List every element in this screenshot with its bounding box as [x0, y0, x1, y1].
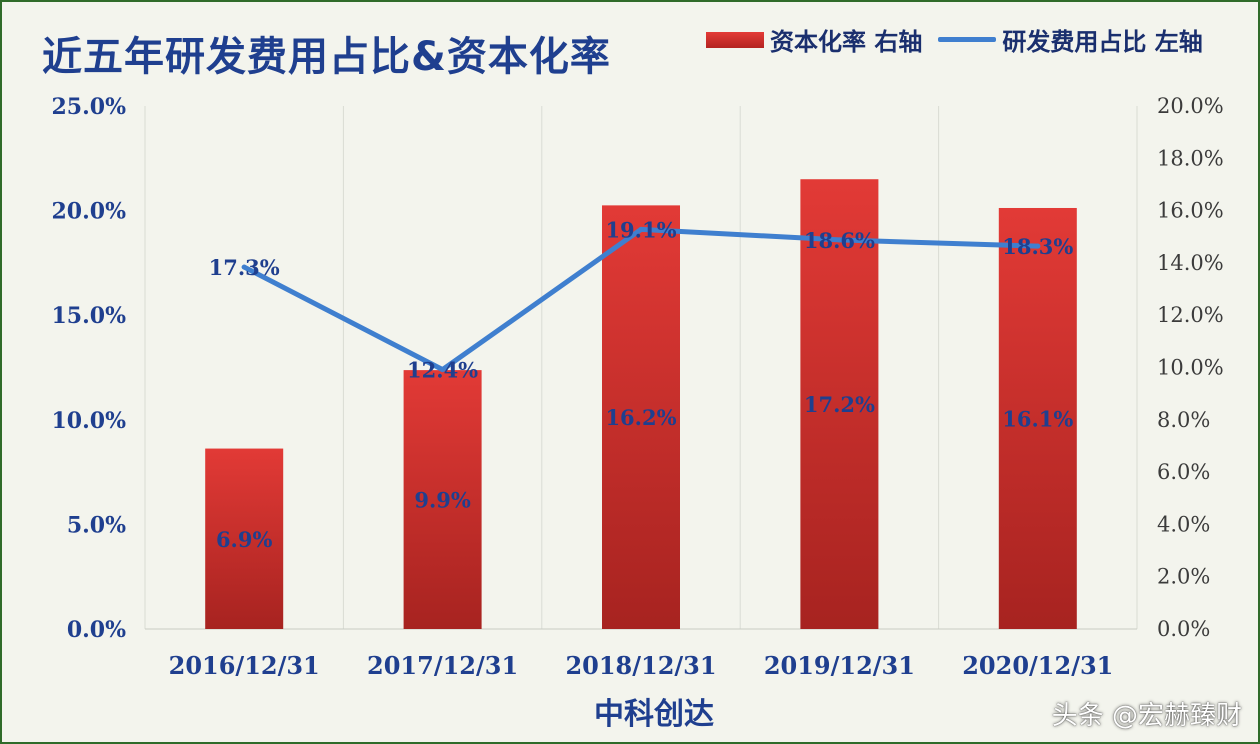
legend-label-line: 研发费用占比 左轴 — [1002, 28, 1203, 56]
x-axis-tick: 2020/12/31 — [962, 651, 1113, 680]
x-axis-tick: 2019/12/31 — [764, 651, 915, 680]
watermark: 头条 @宏赫臻财 — [1051, 701, 1242, 731]
bar-data-label: 16.2% — [605, 405, 676, 430]
right-axis-tick: 8.0% — [1157, 408, 1210, 432]
line-data-label: 17.3% — [209, 255, 280, 280]
left-axis-tick: 5.0% — [67, 512, 126, 538]
right-axis-tick: 0.0% — [1157, 617, 1210, 641]
line-data-label: 18.3% — [1002, 234, 1073, 259]
x-axis-tick: 2016/12/31 — [169, 651, 320, 680]
line-point-2016/12/31 — [241, 264, 247, 270]
legend-swatch-line — [938, 37, 997, 42]
bar-data-label: 17.2% — [804, 392, 875, 417]
right-axis-tick: 6.0% — [1157, 460, 1210, 484]
left-axis-tick: 0.0% — [67, 617, 126, 643]
right-axis-tick: 12.0% — [1157, 303, 1224, 327]
line-point-2017/12/31 — [440, 367, 446, 373]
left-axis-tick: 25.0% — [52, 94, 127, 120]
left-axis-tick: 15.0% — [52, 303, 127, 329]
right-axis-tick: 14.0% — [1157, 251, 1224, 275]
bar-2017/12/31 — [403, 370, 482, 629]
x-axis-label: 中科创达 — [594, 697, 714, 732]
bar-data-label: 9.9% — [414, 488, 471, 513]
line-data-label: 12.4% — [407, 358, 478, 383]
bar-2018/12/31 — [602, 205, 680, 629]
left-axis-tick: 10.0% — [52, 408, 127, 434]
right-axis-tick: 20.0% — [1157, 94, 1224, 118]
right-axis-tick: 10.0% — [1157, 356, 1224, 380]
line-point-2018/12/31 — [638, 226, 644, 232]
x-axis-tick: 2017/12/31 — [367, 651, 518, 680]
bar-2020/12/31 — [998, 207, 1077, 630]
bar-data-label: 6.9% — [216, 527, 273, 552]
bar-2019/12/31 — [800, 179, 879, 629]
legend-swatch-bar — [706, 31, 764, 48]
chart-title: 近五年研发费用占比&资本化率 — [42, 34, 611, 80]
left-axis-tick: 20.0% — [52, 199, 127, 225]
legend: 资本化率 右轴 研发费用占比 左轴 — [706, 22, 1203, 57]
x-axis-tick: 2018/12/31 — [565, 651, 716, 680]
legend-label-bar: 资本化率 右轴 — [770, 28, 923, 56]
right-axis-tick: 18.0% — [1157, 146, 1224, 170]
line-point-2020/12/31 — [1035, 243, 1041, 249]
line-data-label: 18.6% — [804, 228, 875, 253]
right-axis-tick: 4.0% — [1157, 512, 1210, 536]
right-axis-tick: 16.0% — [1157, 199, 1224, 223]
line-point-2019/12/31 — [836, 237, 842, 243]
line-data-label: 19.1% — [605, 217, 676, 242]
right-axis-tick: 2.0% — [1157, 565, 1210, 589]
bar-data-label: 16.1% — [1002, 406, 1073, 431]
bar-2016/12/31 — [205, 448, 284, 629]
